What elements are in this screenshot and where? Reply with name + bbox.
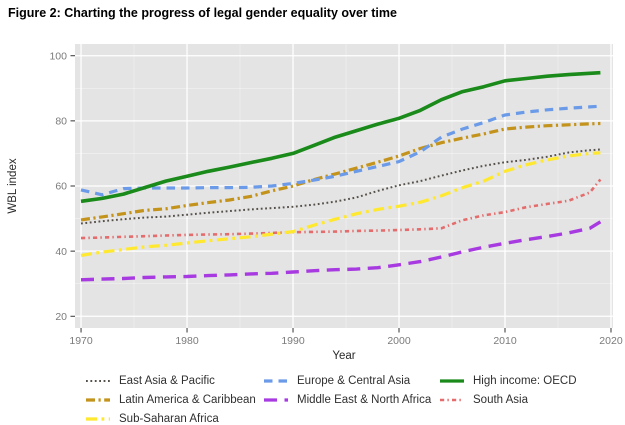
x-axis-tick-label: 2010 xyxy=(493,335,517,347)
series-line-south-asia xyxy=(80,178,602,240)
legend-label: Middle East & North Africa xyxy=(297,393,432,406)
legend-key-latin-america-caribbean-icon xyxy=(86,397,110,402)
y-axis-tick-label: 40 xyxy=(55,246,67,258)
legend-key-sub-saharan-africa-icon xyxy=(86,416,110,421)
chart-title: Figure 2: Charting the progress of legal… xyxy=(8,6,397,20)
chart-legend: East Asia & Pacific Europe & Central Asia… xyxy=(86,371,610,425)
y-axis-tick-label: 60 xyxy=(55,181,67,193)
series-lines xyxy=(80,70,602,282)
legend-item-middle-east-north-africa: Middle East & North Africa xyxy=(264,394,440,406)
series-line-east-asia-pacific xyxy=(80,148,601,225)
legend-item-high-income-oecd: High income: OECD xyxy=(440,375,610,387)
series-line-sub-saharan-africa xyxy=(80,151,601,257)
series-line-high-income-oecd xyxy=(80,70,601,204)
legend-key-europe-central-asia-icon xyxy=(264,378,288,383)
legend-item-europe-central-asia: Europe & Central Asia xyxy=(264,375,440,387)
x-axis-tick-label: 2020 xyxy=(599,335,623,347)
x-axis-tick-label: 2000 xyxy=(387,335,411,347)
x-axis-tick-label: 1970 xyxy=(69,335,93,347)
legend-label: Sub-Saharan Africa xyxy=(119,412,219,425)
legend-label: Europe & Central Asia xyxy=(297,374,411,387)
line-chart-canvas: 20 40 60 80 100 1970 1980 1990 2000 2010 2020 Year W… xyxy=(7,44,623,362)
legend-key-middle-east-north-africa-icon xyxy=(264,397,288,402)
legend-item-south-asia: South Asia xyxy=(440,394,610,406)
y-axis-title: WBL index xyxy=(7,158,19,213)
legend-item-sub-saharan-africa: Sub-Saharan Africa xyxy=(86,413,264,425)
axes: 20 40 60 80 100 1970 1980 1990 2000 2010 2020 Year W… xyxy=(7,50,623,362)
legend-label: High income: OECD xyxy=(473,374,577,387)
series-line-middle-east-north-africa xyxy=(80,220,602,282)
major-gridlines xyxy=(75,44,613,328)
x-axis-title: Year xyxy=(332,350,355,362)
series-line-europe-central-asia xyxy=(80,104,601,197)
legend-key-east-asia-pacific-icon xyxy=(86,379,110,382)
legend-label: East Asia & Pacific xyxy=(119,374,215,387)
legend-item-latin-america-caribbean: Latin America & Caribbean xyxy=(86,394,264,406)
legend-key-south-asia-icon xyxy=(440,398,464,401)
legend-label: Latin America & Caribbean xyxy=(119,393,256,406)
y-axis-tick-label: 80 xyxy=(55,116,67,128)
y-axis-tick-label: 100 xyxy=(49,50,67,62)
legend-item-east-asia-pacific: East Asia & Pacific xyxy=(86,375,264,387)
x-axis-tick-label: 1980 xyxy=(175,335,199,347)
y-axis-tick-label: 20 xyxy=(55,311,67,323)
x-axis-tick-label: 1990 xyxy=(281,335,305,347)
legend-key-high-income-oecd-icon xyxy=(440,378,464,383)
legend-label: South Asia xyxy=(473,393,528,406)
